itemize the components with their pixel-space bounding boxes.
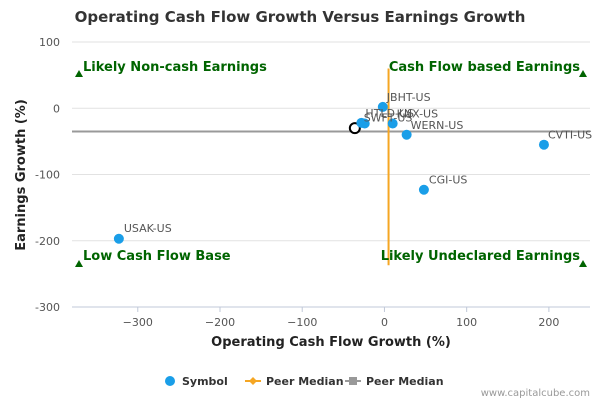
- triangle-marker-bottom-left: [75, 260, 83, 267]
- y-tick-label: 0: [53, 102, 60, 115]
- x-tick-label: 200: [538, 316, 559, 329]
- quadrant-label-bottom-right: Likely Undeclared Earnings: [381, 249, 581, 264]
- quadrant-label-top-right: Cash Flow based Earnings: [389, 60, 580, 75]
- data-point: [359, 118, 370, 129]
- x-tick-label: 100: [456, 316, 477, 329]
- data-point: [418, 184, 429, 195]
- data-point-label: WERN-US: [411, 119, 464, 132]
- y-axis-title: Earnings Growth (%): [14, 99, 29, 251]
- triangle-marker-bottom-right: [579, 260, 587, 267]
- y-axis-ticks: 100 0 -100 -200 -300: [35, 36, 60, 314]
- quadrant-label-top-left: Likely Non-cash Earnings: [83, 60, 267, 75]
- legend-median-x-marker: [249, 377, 257, 385]
- quadrant-labels: Likely Non-cash Earnings Cash Flow based …: [75, 60, 587, 267]
- x-axis-title: Operating Cash Flow Growth (%): [211, 335, 451, 350]
- data-point-label: CGI-US: [429, 174, 467, 187]
- data-point-label: SWFT-US: [364, 111, 413, 124]
- x-tick-label: −300: [123, 316, 153, 329]
- legend-label: Peer Median: [366, 375, 444, 388]
- legend: Symbol Peer Median Peer Median: [165, 375, 444, 388]
- chart-title: Operating Cash Flow Growth Versus Earnin…: [75, 8, 526, 26]
- legend-median-y-marker: [349, 377, 357, 385]
- data-point: [538, 139, 549, 150]
- data-point-label: JBHT-US: [386, 91, 431, 104]
- legend-symbol-marker: [165, 376, 175, 386]
- x-tick-label: −100: [287, 316, 317, 329]
- legend-label: Peer Median: [266, 375, 344, 388]
- triangle-marker-top-left: [75, 70, 83, 77]
- x-axis-ticks: −300 −200 −100 0 100 200: [123, 307, 559, 329]
- triangle-marker-top-right: [579, 70, 587, 77]
- y-tick-label: -300: [35, 301, 60, 314]
- y-tick-label: 100: [39, 36, 60, 49]
- data-point: [401, 129, 412, 140]
- grid: [72, 41, 590, 308]
- data-point-label: CVTI-US: [548, 129, 592, 142]
- data-point-label: HTLD-US: [365, 107, 414, 120]
- y-tick-label: -100: [35, 169, 60, 182]
- x-tick-label: 0: [381, 316, 388, 329]
- y-tick-label: -200: [35, 235, 60, 248]
- data-point-label: KNX-US: [397, 107, 438, 120]
- data-point: [113, 233, 124, 244]
- data-point: [387, 118, 398, 129]
- peer-median-lines: [72, 68, 590, 266]
- data-point-label: USAK-US: [124, 222, 172, 235]
- legend-label: Symbol: [182, 375, 228, 388]
- credit-text: www.capitalcube.com: [481, 388, 590, 399]
- quadrant-label-bottom-left: Low Cash Flow Base: [83, 249, 231, 264]
- data-point: [377, 101, 388, 112]
- x-tick-label: −200: [205, 316, 235, 329]
